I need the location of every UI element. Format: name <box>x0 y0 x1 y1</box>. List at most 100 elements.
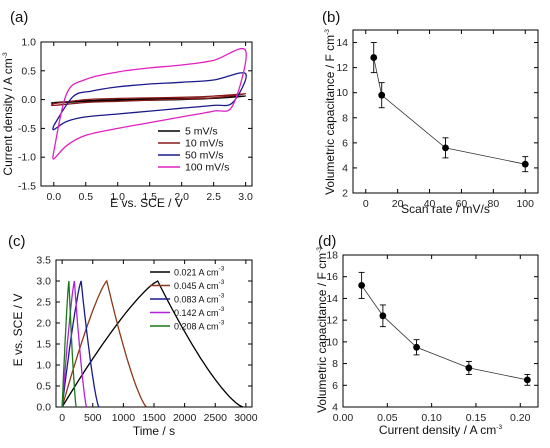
x-tick-label: 3000 <box>234 412 258 424</box>
panel-label: (a) <box>10 9 28 26</box>
y-tick-label: 8 <box>332 358 338 370</box>
y-axis-label-sup: -3 <box>2 52 9 58</box>
y-tick-label: 14 <box>326 293 338 305</box>
legend-label-sup: -3 <box>219 266 225 273</box>
y-tick-label: 2 <box>342 188 348 200</box>
y-tick-label: 6 <box>342 137 348 149</box>
panel-d: 0.00 0.05 0.10 0.15 0.20 4 6 8 10 12 14 16 18(d) Curr… <box>315 233 539 437</box>
panel-label: (d) <box>318 233 336 250</box>
y-axis-label-main: E vs. SCE / V <box>11 294 25 367</box>
x-axis-label: Scan rate / mV/s <box>401 202 490 216</box>
y-tick-label: -1.5 <box>18 181 36 193</box>
legend-label-sup: -3 <box>219 279 225 286</box>
y-axis-label: Current density / A cm-3 <box>1 52 15 176</box>
y-tick-label: 12 <box>326 315 338 327</box>
x-tick-label: 0 <box>59 412 65 424</box>
x-tick-label: 1500 <box>142 412 166 424</box>
x-tick-label: 3.0 <box>238 191 253 203</box>
data-point <box>442 144 449 152</box>
x-tick-label: 0.5 <box>78 191 93 203</box>
x-axis-label: Current density / A cm-3 <box>379 423 503 437</box>
plot-frame <box>40 41 253 187</box>
y-axis-label-main: Volumetric capacitance / F cm <box>315 253 329 413</box>
legend-label: 10 mV/s <box>185 138 224 150</box>
panel-label: (c) <box>8 233 26 250</box>
data-point <box>465 364 473 372</box>
legend-label: 0.083 A cm-3 <box>174 293 225 305</box>
cv-curve-series <box>52 48 247 160</box>
y-axis-label-sup: -3 <box>316 247 323 253</box>
x-tick-label: 100 <box>516 198 534 210</box>
y-axis-label-sup: -3 <box>324 29 331 35</box>
y-tick-label: 0.5 <box>21 65 36 77</box>
x-tick-label: 0.10 <box>421 412 442 424</box>
y-axis-label: E vs. SCE / V <box>11 294 25 367</box>
cv-curve-series <box>50 95 247 104</box>
y-tick-label: 1.0 <box>21 37 36 49</box>
data-point <box>358 282 366 289</box>
gcd-curve-series <box>61 280 77 408</box>
x-tick-label: 2.5 <box>206 191 221 203</box>
x-tick-label: 80 <box>488 198 500 210</box>
x-tick-label: 2000 <box>173 412 197 424</box>
cv-curve-series <box>52 72 247 131</box>
panel-a: 0.0 0.5 1.0 1.5 2.0 2.5 3.0 -1.5 -1.0 -0.5 0.0 0.5 1… <box>1 9 253 210</box>
gcd-curve-series <box>61 280 244 408</box>
cv-curve-series <box>50 93 247 107</box>
y-tick-label: 2.0 <box>36 318 51 330</box>
panel-b: 0 20 40 60 80 100 2 4 6 8 10 12 14 (b) Scan rate / mV/… <box>322 9 539 216</box>
x-tick-label: 1.5 <box>142 191 157 203</box>
y-tick-label: 10 <box>326 336 338 348</box>
x-tick-label: 0.05 <box>377 412 398 424</box>
legend-label: 50 mV/s <box>185 150 224 162</box>
trend-line <box>361 285 528 381</box>
legend-label-main: 0.142 A cm <box>174 308 219 318</box>
panel-c: 0 500 1000 1500 2000 2500 3000 0.0 0.5 1.0 1.5 2.0 2… <box>8 233 258 438</box>
y-tick-label: 6 <box>332 380 338 392</box>
x-tick-label: 1000 <box>112 412 136 424</box>
y-tick-label: 16 <box>326 271 338 283</box>
x-tick-label: 2.0 <box>174 191 189 203</box>
data-point <box>523 376 531 384</box>
data-point <box>378 91 386 99</box>
data-point <box>521 160 529 168</box>
y-axis-label-main: Current density / A cm <box>1 58 15 175</box>
y-tick-label: 0.0 <box>21 94 36 106</box>
x-tick-label: 0.00 <box>333 412 354 424</box>
y-tick-label: 0.0 <box>36 402 51 414</box>
legend-label: 5 mV/s <box>185 126 218 138</box>
y-tick-label: 4 <box>342 162 348 174</box>
legend-label-main: 0.208 A cm <box>174 322 219 332</box>
legend-label-main: 0.045 A cm <box>174 281 219 291</box>
x-tick-label: 0.0 <box>46 191 61 203</box>
legend-label: 0.142 A cm-3 <box>174 306 225 318</box>
y-tick-label: 8 <box>342 112 348 124</box>
x-tick-label: 40 <box>424 198 436 210</box>
y-tick-label: 12 <box>336 62 348 74</box>
x-tick-label: 0 <box>363 198 369 210</box>
legend-label-sup: -3 <box>219 293 225 300</box>
y-tick-label: -1.0 <box>18 152 36 164</box>
plot-frame <box>342 254 539 408</box>
gcd-curve-series <box>61 280 100 408</box>
x-tick-label: 500 <box>84 412 102 424</box>
legend-label-main: 0.021 A cm <box>174 268 219 278</box>
x-tick-label: 0.20 <box>510 412 531 424</box>
y-axis-label-main: Volumetric capacitance / F cm <box>323 35 337 195</box>
y-tick-label: 18 <box>326 250 338 262</box>
y-axis-label: Volumetric capacitance / F cm-3 <box>323 29 337 195</box>
y-tick-label: 4 <box>332 402 338 414</box>
x-tick-label: 0.15 <box>466 412 487 424</box>
legend-label: 0.208 A cm-3 <box>174 320 225 332</box>
y-tick-label: 14 <box>336 37 348 49</box>
legend-label-main: 0.083 A cm <box>174 295 219 305</box>
y-tick-label: 2.5 <box>36 297 51 309</box>
x-tick-label: 2500 <box>204 412 228 424</box>
data-point <box>379 312 387 320</box>
x-tick-label: 1.0 <box>110 191 125 203</box>
y-tick-label: 3.0 <box>36 276 51 288</box>
legend-label-sup: -3 <box>219 320 225 327</box>
x-axis-label-sup: -3 <box>496 424 502 431</box>
x-tick-label: 60 <box>456 198 468 210</box>
